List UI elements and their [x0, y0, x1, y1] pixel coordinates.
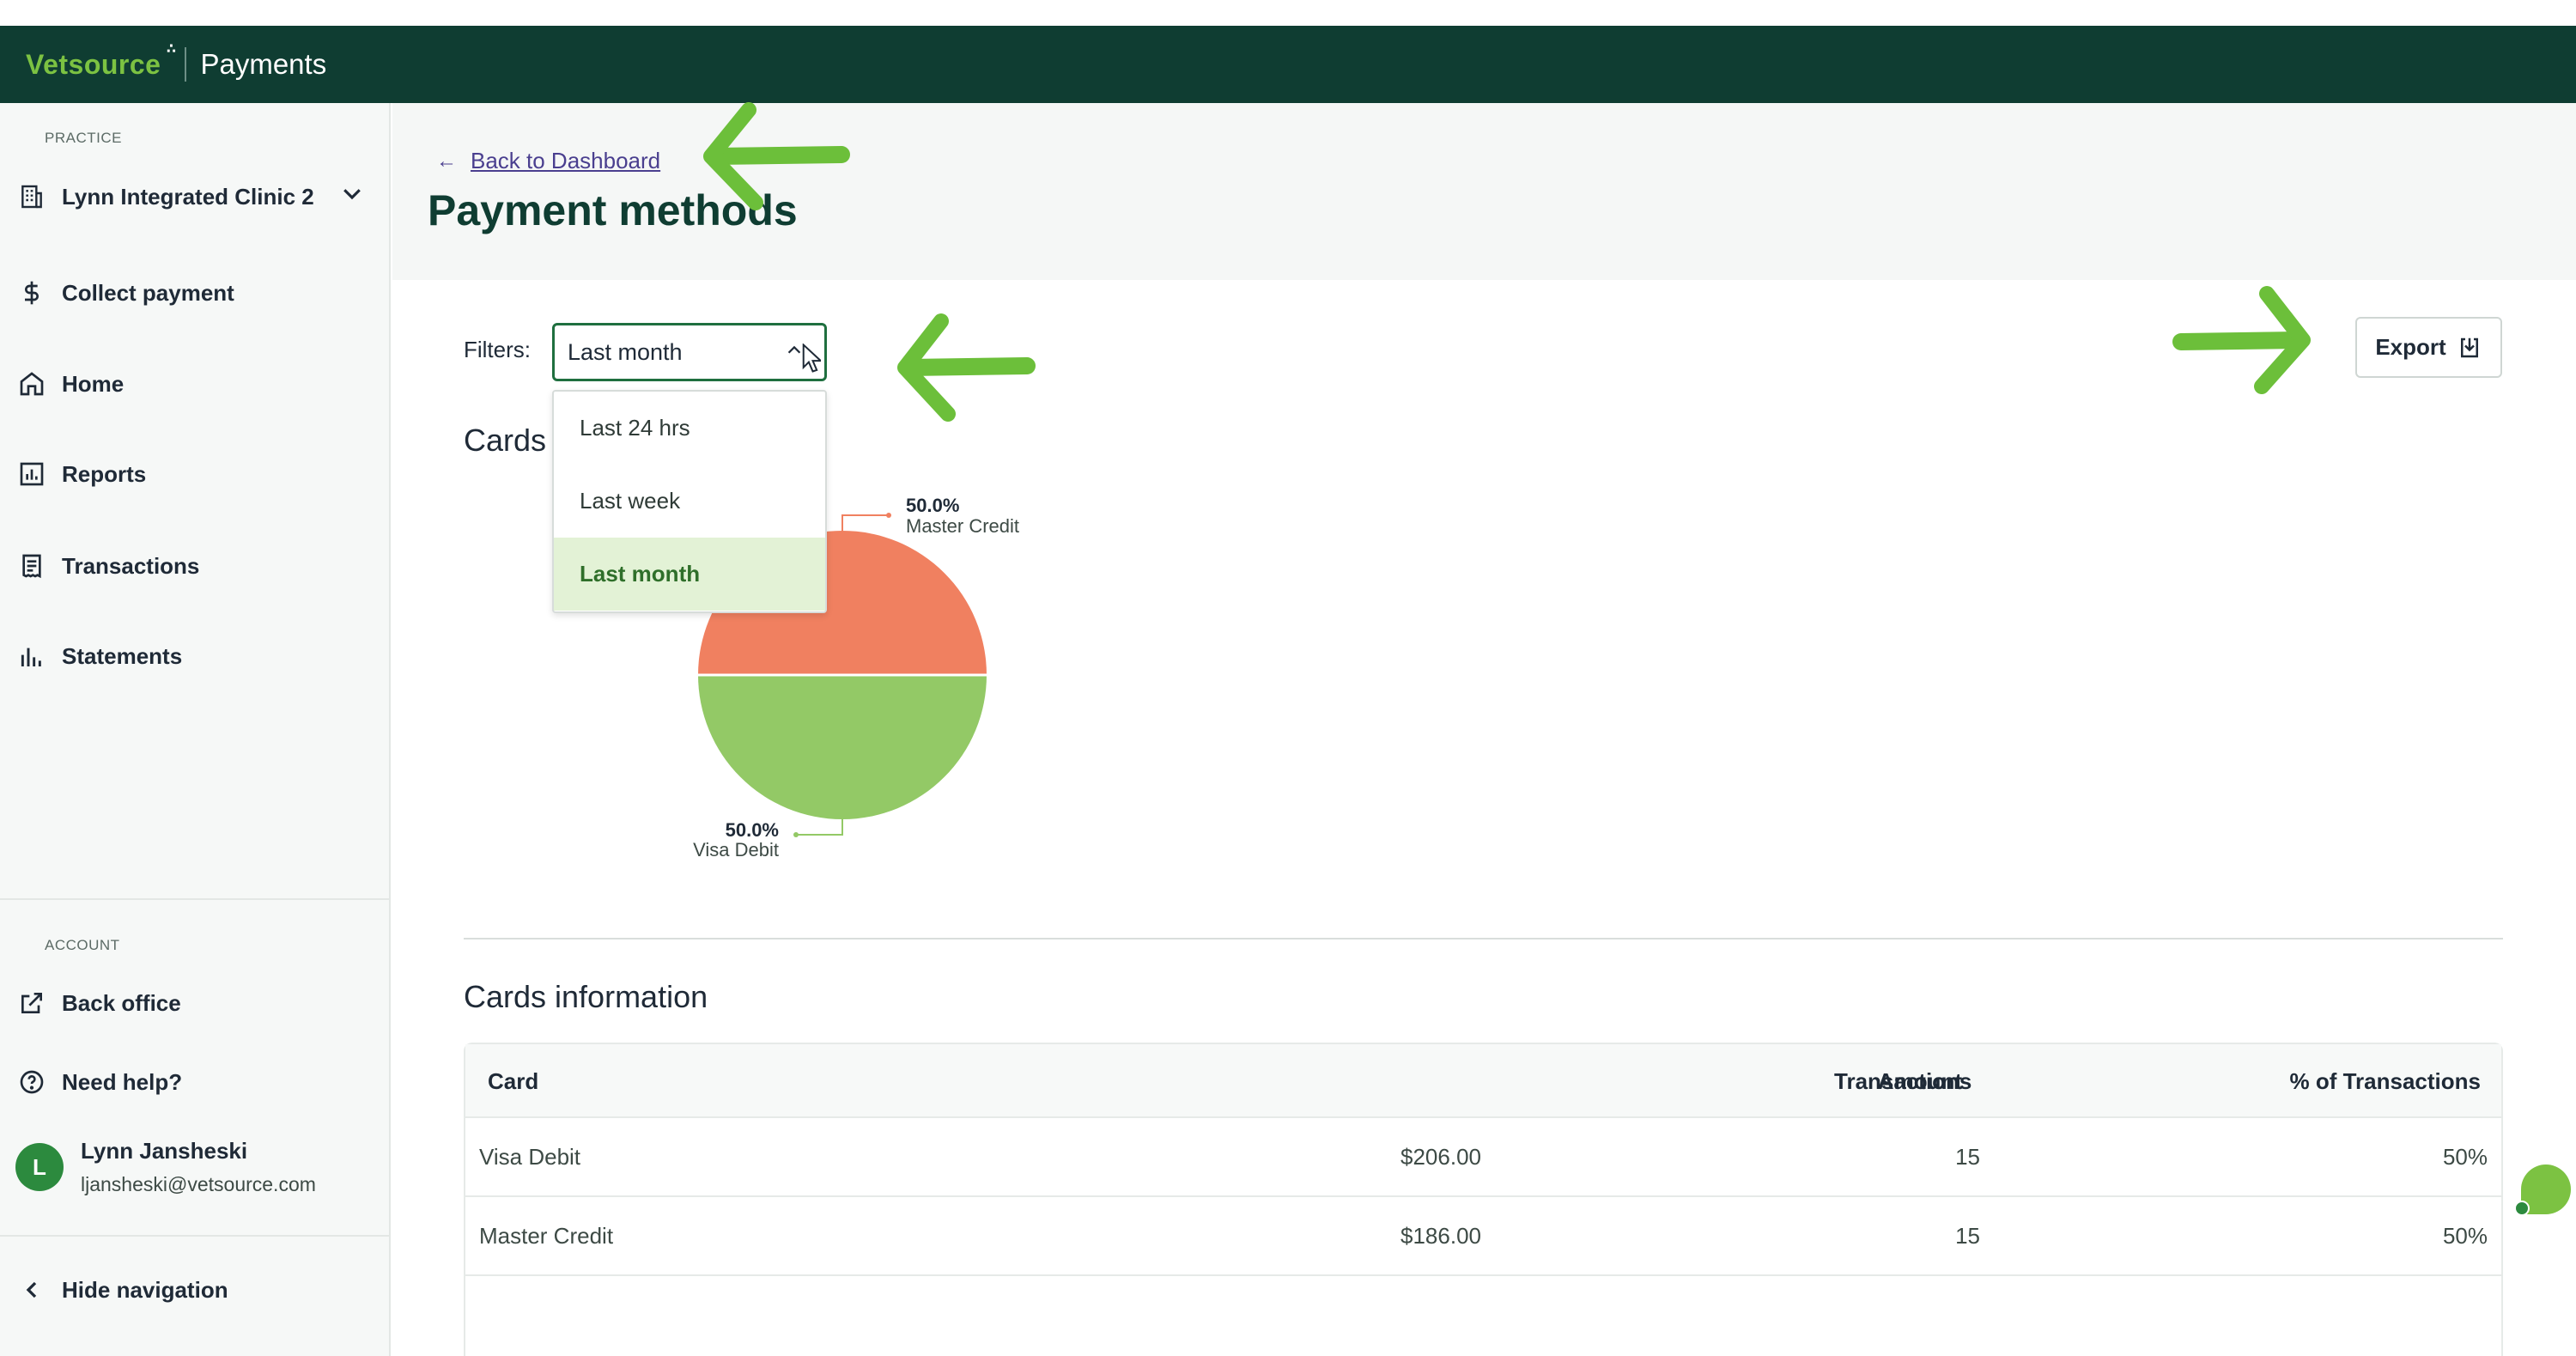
column-header-transactions[interactable]: Transactions	[1834, 1068, 1972, 1094]
back-link-label: Back to Dashboard	[471, 148, 661, 173]
reports-icon	[17, 459, 46, 489]
mouse-cursor-icon	[802, 344, 821, 373]
cell-card: Master Credit	[479, 1223, 614, 1249]
bar-chart-icon	[17, 642, 46, 671]
practice-selector[interactable]: Lynn Integrated Clinic 2	[17, 173, 314, 221]
slice-pct-master-credit: 50.0%	[906, 495, 959, 516]
sidebar-item-label: Collect payment	[62, 279, 234, 306]
back-office-link[interactable]: Back office	[17, 979, 181, 1027]
user-email: ljansheski@vetsource.com	[81, 1173, 316, 1195]
column-header-card[interactable]: Card	[488, 1068, 539, 1094]
leader-line-master-credit	[841, 514, 889, 534]
leader-dot-master-credit	[886, 513, 891, 518]
filter-option-last-week[interactable]: Last week	[580, 488, 681, 514]
page-title: Payment methods	[428, 186, 798, 234]
sidebar-item-label: Reports	[62, 460, 147, 487]
cards-information-heading: Cards information	[464, 979, 708, 1014]
sidebar-item-label: Transactions	[62, 552, 200, 579]
export-button[interactable]: Export	[2355, 317, 2502, 378]
account-section-label: ACCOUNT	[45, 937, 120, 953]
slice-label-master-credit: Master Credit	[906, 515, 1019, 537]
chevron-down-icon[interactable]	[339, 180, 365, 206]
date-filter-value: Last month	[568, 338, 683, 365]
vetsource-logo[interactable]: Vetsource ∴	[26, 42, 176, 81]
cell-transactions: 15	[1955, 1223, 1980, 1249]
hide-navigation-label: Hide navigation	[62, 1276, 228, 1303]
cell-percent: 50%	[2442, 1144, 2488, 1170]
cards-heading: Cards	[464, 423, 547, 458]
brand-divider	[185, 47, 187, 82]
sidebar-item-collect-payment[interactable]: Collect payment	[17, 269, 234, 317]
hide-navigation-button[interactable]: Hide navigation	[17, 1266, 228, 1314]
leader-dot-visa-debit	[793, 832, 799, 837]
filter-option-last-month[interactable]: Last month	[554, 538, 825, 611]
dollar-icon	[17, 278, 46, 307]
logo-sparkle-icon: ∴	[166, 41, 177, 57]
column-header-percent-transactions[interactable]: % of Transactions	[2289, 1068, 2482, 1094]
cell-transactions: 15	[1955, 1144, 1980, 1170]
annotation-arrow-right-icon	[2172, 286, 2311, 394]
sidebar-item-label: Home	[62, 370, 125, 397]
back-office-label: Back office	[62, 989, 181, 1016]
cell-amount: $186.00	[1400, 1223, 1481, 1249]
brand-name: Vetsource	[26, 48, 161, 80]
app-name: Payments	[200, 48, 327, 80]
chevron-left-icon	[17, 1275, 46, 1304]
cell-amount: $206.00	[1400, 1144, 1481, 1170]
page-header	[392, 103, 2576, 280]
cards-information-table: Card Amount Transactions % of Transactio…	[464, 1043, 2503, 1356]
practice-name: Lynn Integrated Clinic 2	[62, 183, 314, 210]
cell-percent: 50%	[2442, 1223, 2488, 1249]
need-help-link[interactable]: Need help?	[17, 1058, 182, 1106]
table-row[interactable]: Master Credit $186.00 15 50%	[465, 1197, 2501, 1276]
export-label: Export	[2375, 334, 2446, 360]
receipt-icon	[17, 551, 46, 581]
filter-option-last-24-hrs[interactable]: Last 24 hrs	[580, 415, 690, 441]
practice-section-label: PRACTICE	[45, 130, 122, 146]
sidebar	[0, 103, 391, 1356]
external-link-icon	[17, 988, 46, 1018]
sidebar-item-statements[interactable]: Statements	[17, 632, 182, 680]
annotation-arrow-left-icon	[703, 102, 850, 210]
annotation-arrow-left-icon	[897, 313, 1036, 422]
sidebar-item-transactions[interactable]: Transactions	[17, 542, 199, 590]
date-filter-dropdown: Last 24 hrs Last week Last month	[552, 390, 827, 613]
sidebar-item-home[interactable]: Home	[17, 360, 124, 408]
table-row[interactable]: Visa Debit $206.00 15 50%	[465, 1118, 2501, 1197]
slice-pct-visa-debit: 50.0%	[726, 819, 779, 841]
back-to-dashboard-link[interactable]: ← Back to Dashboard	[436, 148, 660, 174]
building-icon	[17, 182, 46, 211]
filters-label: Filters:	[464, 337, 531, 362]
download-icon	[2460, 337, 2478, 357]
date-filter-select[interactable]: Last month	[552, 323, 827, 381]
pie-slice-visa-debit[interactable]	[698, 675, 987, 819]
sidebar-divider	[0, 898, 389, 900]
home-icon	[17, 369, 46, 398]
sidebar-item-reports[interactable]: Reports	[17, 450, 146, 498]
sidebar-item-label: Statements	[62, 642, 183, 669]
top-bar: Vetsource ∴ Payments	[0, 26, 2576, 103]
help-icon	[17, 1067, 46, 1097]
arrow-left-icon: ←	[436, 149, 457, 173]
avatar[interactable]: L	[15, 1143, 64, 1191]
cell-card: Visa Debit	[479, 1144, 581, 1170]
chat-status-dot	[2514, 1201, 2530, 1216]
leader-line-visa-debit	[796, 814, 843, 836]
chevron-up-icon	[787, 345, 801, 354]
column-header-amount[interactable]: Amount	[1877, 1068, 1962, 1094]
section-divider	[464, 938, 2503, 939]
slice-label-visa-debit: Visa Debit	[693, 839, 779, 860]
table-header: Card Amount Transactions % of Transactio…	[465, 1044, 2501, 1118]
user-name: Lynn Jansheski	[81, 1138, 248, 1164]
sidebar-divider	[0, 1235, 389, 1237]
need-help-label: Need help?	[62, 1068, 183, 1095]
